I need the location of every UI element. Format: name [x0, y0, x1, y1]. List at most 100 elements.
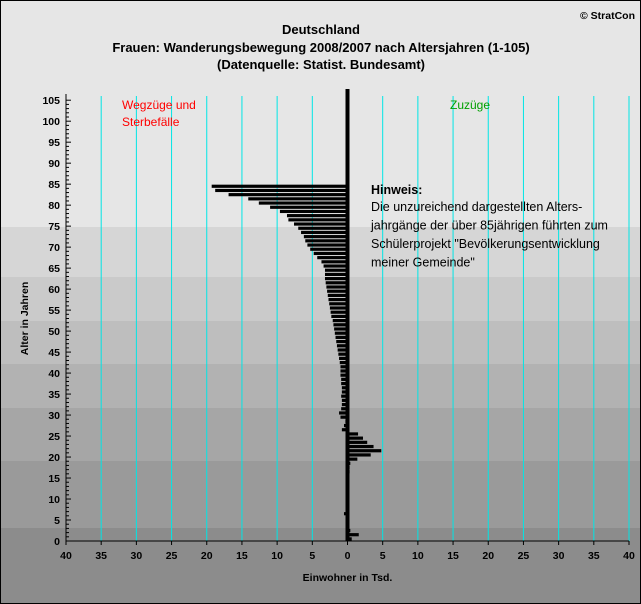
note-line: Schülerprojekt "Bevölkerungsentwicklung: [371, 237, 600, 251]
chart-subtitle: Frauen: Wanderungsbewegung 2008/2007 nac…: [112, 40, 529, 55]
x-tick-label: 35: [95, 550, 107, 562]
age-bar: [325, 281, 348, 285]
x-tick-label: 25: [518, 550, 530, 562]
age-bar: [340, 365, 348, 369]
bars-group: [211, 184, 382, 541]
note-text: Die unzureichend dargestellten Alters-ja…: [370, 200, 608, 270]
age-bar: [341, 381, 348, 386]
x-tick-label: 20: [201, 550, 213, 562]
age-bar: [298, 226, 348, 230]
y-tick-label: 25: [48, 431, 60, 443]
y-tick-label: 50: [48, 326, 60, 338]
age-band: [1, 277, 640, 321]
y-tick-label: 45: [48, 347, 60, 359]
y-tick-label: 35: [48, 389, 60, 401]
age-bar: [321, 260, 348, 264]
x-tick-label: 10: [412, 550, 424, 562]
y-tick-label: 90: [48, 158, 60, 170]
age-bar: [215, 188, 348, 193]
age-bar: [335, 335, 348, 339]
age-bar: [324, 272, 348, 277]
age-bar: [310, 247, 348, 251]
axes-group: 0510152025303540455055606570758085909510…: [42, 94, 635, 562]
x-tick-label: 40: [60, 550, 72, 562]
age-bar: [334, 331, 348, 335]
age-bar: [340, 373, 348, 377]
age-bar: [347, 537, 352, 541]
x-tick-label: 5: [380, 550, 386, 562]
y-tick-label: 15: [48, 473, 60, 485]
age-band: [1, 461, 640, 528]
x-tick-label: 10: [271, 550, 283, 562]
age-band: [1, 528, 640, 603]
y-tick-label: 40: [48, 368, 60, 380]
age-bar: [341, 398, 348, 402]
age-bar: [324, 277, 348, 281]
note-title: Hinweis:: [371, 183, 422, 197]
age-bar: [286, 214, 348, 218]
x-tick-label: 35: [588, 550, 600, 562]
age-bar: [347, 440, 368, 444]
age-bar: [307, 243, 348, 247]
age-bar: [339, 360, 348, 365]
age-bar: [329, 302, 348, 306]
age-bar: [324, 268, 348, 272]
x-tick-label: 30: [131, 550, 143, 562]
chart-source: (Datenquelle: Statist. Bundesamt): [217, 57, 425, 72]
age-bar: [347, 444, 374, 449]
y-tick-label: 65: [48, 263, 60, 275]
age-bar: [305, 239, 348, 243]
x-tick-label: 30: [553, 550, 565, 562]
y-tick-label: 0: [54, 536, 60, 548]
x-tick-label: 40: [623, 550, 635, 562]
age-bar: [339, 411, 348, 415]
y-tick-label: 30: [48, 410, 60, 422]
age-bar: [303, 235, 348, 239]
y-tick-label: 100: [42, 116, 60, 128]
y-tick-label: 5: [54, 515, 60, 527]
age-bar: [341, 402, 348, 407]
age-bar: [328, 298, 348, 302]
x-tick-label: 25: [166, 550, 178, 562]
age-bar: [326, 285, 348, 289]
y-tick-label: 20: [48, 452, 60, 464]
x-axis-label: Einwohner in Tsd.: [303, 572, 393, 584]
copyright-text: © StratCon: [580, 10, 635, 22]
age-bar: [347, 453, 371, 457]
age-bar: [211, 184, 348, 188]
age-bands: [1, 227, 640, 603]
left-annotation-line: Wegzüge und: [122, 98, 196, 112]
x-tick-label: 15: [447, 550, 459, 562]
age-bar: [270, 205, 348, 209]
note-line: jahrgänge der über 85jährigen führten zu…: [370, 219, 608, 233]
age-bar: [341, 390, 348, 394]
age-bar: [339, 356, 348, 360]
age-bar: [336, 344, 348, 348]
age-bar: [228, 193, 348, 197]
age-bar: [313, 251, 348, 256]
age-band: [1, 408, 640, 461]
age-bar: [341, 394, 348, 398]
y-tick-label: 60: [48, 284, 60, 296]
note-line: meiner Gemeinde": [371, 256, 475, 270]
age-bar: [327, 289, 348, 293]
y-tick-label: 55: [48, 305, 60, 317]
x-tick-label: 5: [309, 550, 315, 562]
age-bar: [341, 428, 348, 432]
age-bar: [340, 369, 348, 373]
age-bar: [294, 222, 348, 226]
age-bar: [337, 348, 348, 352]
age-bar: [341, 377, 348, 381]
age-bar: [340, 415, 348, 419]
y-tick-label: 75: [48, 221, 60, 233]
age-bar: [347, 436, 363, 440]
y-tick-label: 105: [42, 95, 60, 107]
x-tick-label: 15: [236, 550, 248, 562]
left-annotation-line: Sterbefälle: [122, 115, 180, 129]
age-bar: [301, 230, 348, 235]
y-tick-label: 85: [48, 179, 60, 191]
age-band: [1, 321, 640, 364]
age-bar: [341, 407, 348, 411]
